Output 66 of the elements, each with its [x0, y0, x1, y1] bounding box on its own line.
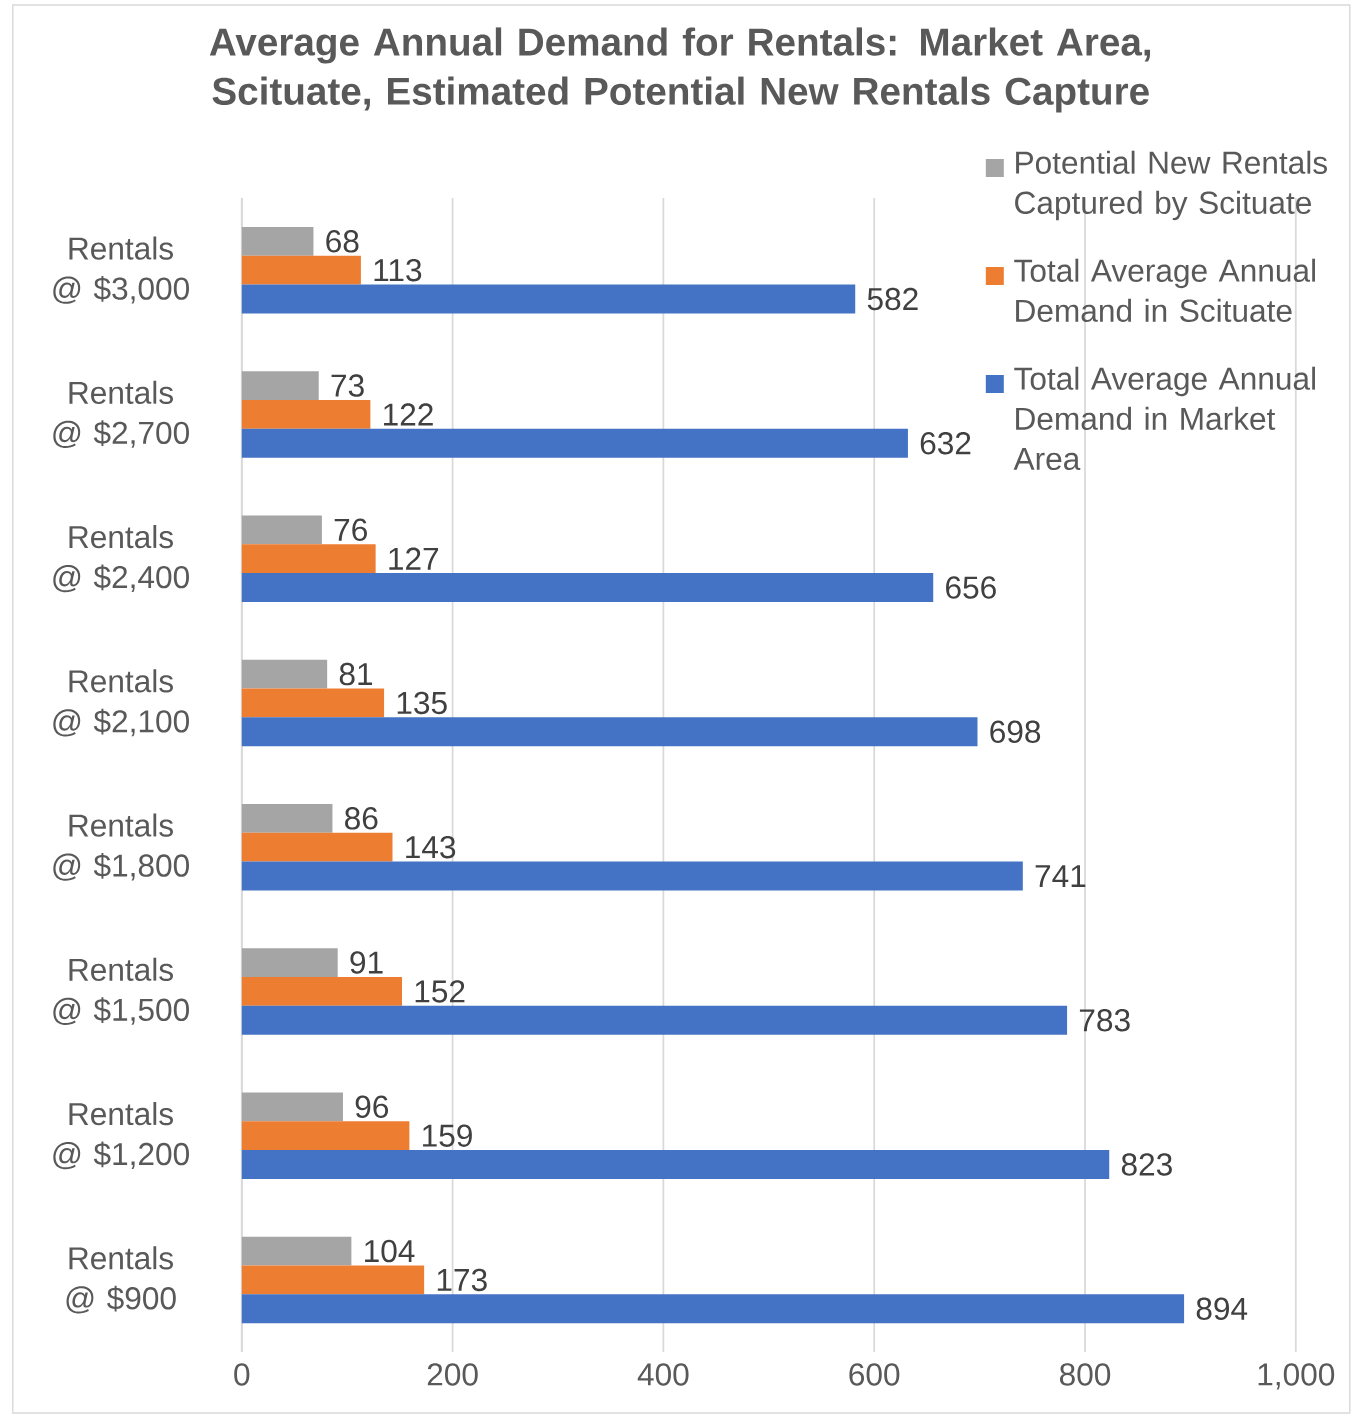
bar [241, 371, 319, 401]
data-label: 159 [423, 1124, 472, 1147]
x-tick-label: 0 [234, 1363, 250, 1386]
y-tick-label: Rentals @ $1,500 [53, 957, 190, 1026]
bar [241, 1005, 1068, 1035]
bar [241, 948, 338, 977]
legend-label: Total Average Annual Demand in Scituate [1014, 258, 1316, 323]
data-label: 152 [415, 980, 465, 1003]
y-tick-label: Rentals @ $1,800 [53, 813, 190, 881]
chart-title: Average Annual Demand for Rentals: Market Area, Scituate, Estimated Potential New Rentals Capture [209, 27, 1151, 113]
data-label: 173 [437, 1268, 487, 1292]
data-label: 81 [339, 662, 373, 686]
bar [241, 515, 323, 545]
y-tick-label: Rentals @ $1,200 [53, 1101, 190, 1170]
data-label: 73 [331, 374, 364, 397]
bar [241, 1294, 1185, 1324]
bar [241, 803, 333, 833]
data-label: 122 [384, 403, 433, 426]
data-label: 96 [355, 1095, 389, 1119]
data-label: 104 [365, 1239, 415, 1263]
y-tick-label: Rentals @ $900 [66, 1246, 176, 1314]
bar [241, 284, 856, 314]
data-label: 127 [389, 547, 439, 570]
bar [241, 226, 314, 256]
data-label: 741 [1035, 865, 1086, 887]
y-tick-label: Rentals @ $2,700 [53, 380, 190, 449]
bar [241, 717, 978, 747]
x-tick-label: 800 [1060, 1363, 1111, 1386]
data-label: 135 [397, 691, 447, 715]
data-label: 894 [1196, 1297, 1248, 1320]
bar [241, 1092, 344, 1122]
data-label: 632 [920, 432, 971, 455]
legend-label: Potential New Rentals Captured by Scituate [1015, 150, 1328, 221]
data-label: 698 [990, 720, 1041, 743]
bar [241, 688, 385, 718]
bar [241, 255, 362, 285]
legend-label: Total Average Annual Demand in Market Area [1013, 366, 1316, 471]
bar [241, 428, 909, 458]
data-label: 91 [350, 951, 383, 974]
data-label: 113 [374, 258, 422, 282]
bar [241, 400, 371, 429]
bar [241, 1236, 352, 1266]
bar [241, 1121, 410, 1151]
x-tick-label: 1,000 [1258, 1363, 1335, 1390]
bar [241, 976, 403, 1006]
data-label: 86 [345, 807, 378, 830]
bar [241, 1150, 1110, 1179]
x-tick-label: 400 [637, 1363, 689, 1386]
y-tick-label: Rentals @ $3,000 [53, 236, 190, 304]
y-tick-label: Rentals @ $2,400 [53, 524, 190, 593]
bar [241, 544, 376, 574]
bar [241, 1265, 425, 1295]
y-tick-label: Rentals @ $2,100 [53, 669, 190, 737]
bar [241, 861, 1023, 891]
bar [241, 659, 328, 689]
bar [241, 832, 393, 862]
data-label: 143 [406, 835, 456, 859]
data-label: 68 [326, 230, 359, 253]
data-label: 783 [1080, 1009, 1130, 1032]
data-label: 582 [867, 287, 918, 311]
data-label: 656 [946, 576, 996, 599]
x-tick-label: 200 [427, 1363, 478, 1386]
data-label: 823 [1121, 1153, 1172, 1176]
bar [241, 573, 934, 602]
x-tick-label: 600 [849, 1363, 900, 1386]
data-label: 76 [334, 518, 368, 542]
